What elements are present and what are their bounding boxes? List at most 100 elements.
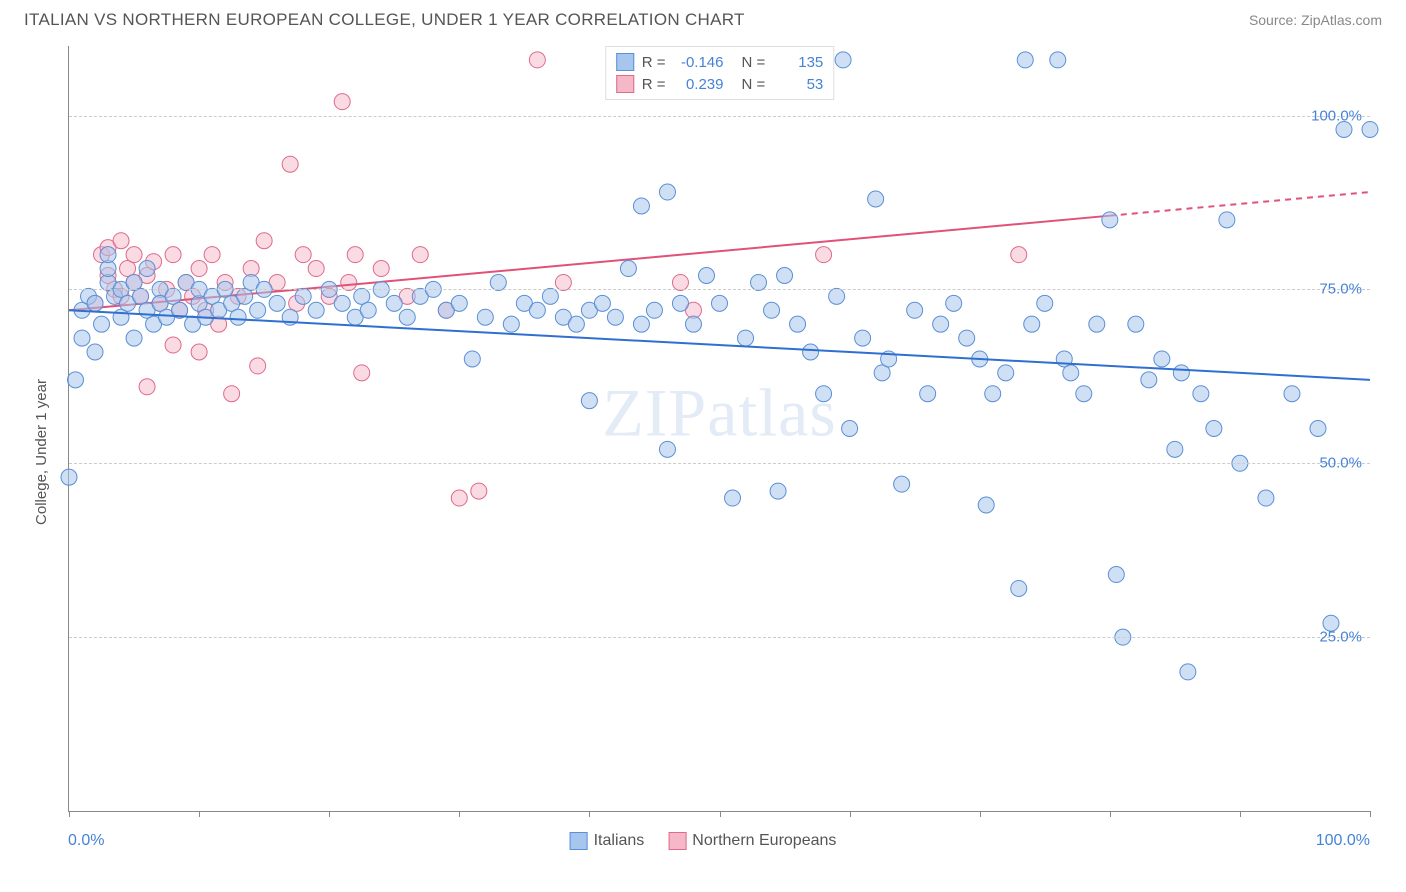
italians-point: [360, 302, 376, 318]
italians-point: [269, 295, 285, 311]
italians-point: [139, 261, 155, 277]
x-tick: [69, 811, 70, 817]
n-label: N =: [742, 76, 766, 93]
legend-series-item: Northern Europeans: [668, 832, 836, 850]
italians-point: [250, 302, 266, 318]
y-tick-label: 75.0%: [1319, 281, 1362, 298]
x-tick: [720, 811, 721, 817]
legend-swatch: [570, 832, 588, 850]
legend-swatch: [616, 53, 634, 71]
legend-series-item: Italians: [570, 832, 645, 850]
r-value: -0.146: [674, 54, 724, 71]
northern-point: [347, 247, 363, 263]
italians-point: [998, 365, 1014, 381]
italians-point: [933, 316, 949, 332]
scatter-svg: [69, 46, 1370, 811]
northern-point: [224, 386, 240, 402]
italians-point: [868, 191, 884, 207]
italians-point: [1219, 212, 1235, 228]
northern-point: [191, 261, 207, 277]
northern-point: [204, 247, 220, 263]
italians-point: [920, 386, 936, 402]
italians-point: [94, 316, 110, 332]
italians-point: [308, 302, 324, 318]
italians-point: [672, 295, 688, 311]
italians-point: [1180, 664, 1196, 680]
italians-point: [907, 302, 923, 318]
italians-point: [1128, 316, 1144, 332]
chart-title: ITALIAN VS NORTHERN EUROPEAN COLLEGE, UN…: [24, 10, 745, 30]
x-tick: [329, 811, 330, 817]
italians-point: [529, 302, 545, 318]
italians-point: [386, 295, 402, 311]
northern-point: [373, 261, 389, 277]
italians-point: [946, 295, 962, 311]
northern-point: [1011, 247, 1027, 263]
italians-point: [503, 316, 519, 332]
northern-point: [529, 52, 545, 68]
italians-point: [581, 393, 597, 409]
italians-point: [790, 316, 806, 332]
series-legend: Italians Northern Europeans: [570, 832, 837, 850]
italians-point: [659, 441, 675, 457]
italians-point: [1076, 386, 1092, 402]
gridline: [69, 637, 1370, 638]
northern-point: [471, 483, 487, 499]
italians-point: [295, 288, 311, 304]
italians-point: [477, 309, 493, 325]
italians-point: [646, 302, 662, 318]
legend-stat-row: R =-0.146N =135: [616, 51, 824, 73]
italians-point: [1141, 372, 1157, 388]
y-axis-label: College, Under 1 year: [33, 379, 50, 525]
italians-point: [1089, 316, 1105, 332]
italians-point: [61, 469, 77, 485]
italians-point: [1037, 295, 1053, 311]
italians-point: [829, 288, 845, 304]
italians-point: [725, 490, 741, 506]
italians-point: [464, 351, 480, 367]
italians-point: [1310, 421, 1326, 437]
northern-point: [165, 337, 181, 353]
italians-point: [1173, 365, 1189, 381]
italians-point: [842, 421, 858, 437]
italians-point: [985, 386, 1001, 402]
italians-point: [751, 274, 767, 290]
italians-point: [542, 288, 558, 304]
northern-point: [334, 94, 350, 110]
x-tick: [850, 811, 851, 817]
legend-series-label: Italians: [594, 832, 645, 850]
italians-point: [568, 316, 584, 332]
italians-point: [1024, 316, 1040, 332]
northern-point: [412, 247, 428, 263]
northern-point: [354, 365, 370, 381]
italians-point: [835, 52, 851, 68]
gridline: [69, 289, 1370, 290]
northern-point: [672, 274, 688, 290]
n-value: 53: [773, 76, 823, 93]
italians-point: [1362, 121, 1378, 137]
legend-stat-row: R =0.239N =53: [616, 73, 824, 95]
northern-trendline-dashed: [1110, 192, 1370, 216]
italians-point: [1108, 567, 1124, 583]
x-tick: [589, 811, 590, 817]
northern-point: [282, 156, 298, 172]
northern-point: [341, 274, 357, 290]
northern-point: [191, 344, 207, 360]
italians-point: [770, 483, 786, 499]
italians-point: [126, 330, 142, 346]
x-tick: [1370, 811, 1371, 817]
n-value: 135: [773, 54, 823, 71]
italians-point: [816, 386, 832, 402]
italians-point: [633, 316, 649, 332]
italians-point: [803, 344, 819, 360]
legend-swatch: [668, 832, 686, 850]
italians-point: [1284, 386, 1300, 402]
x-tick: [1110, 811, 1111, 817]
x-tick: [1240, 811, 1241, 817]
italians-point: [855, 330, 871, 346]
italians-point: [74, 330, 90, 346]
northern-point: [250, 358, 266, 374]
italians-point: [594, 295, 610, 311]
y-tick-label: 100.0%: [1311, 107, 1362, 124]
italians-point: [712, 295, 728, 311]
